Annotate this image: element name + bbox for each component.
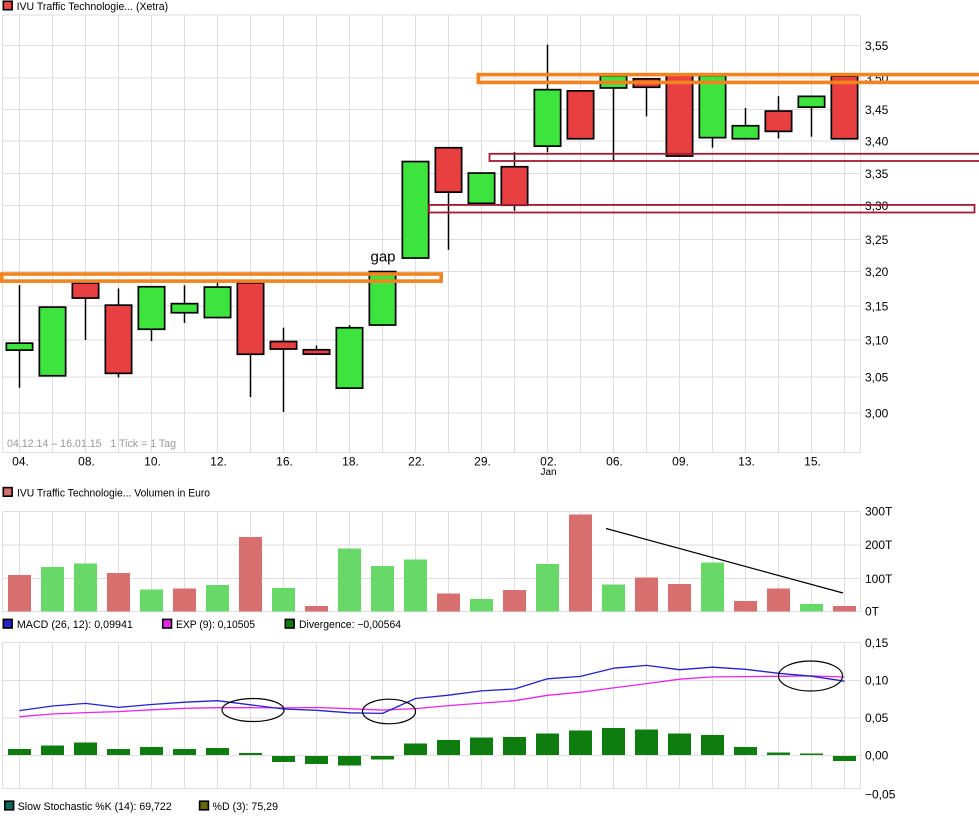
svg-text:300T: 300T xyxy=(865,505,893,519)
svg-text:04.: 04. xyxy=(12,455,29,469)
svg-text:15.: 15. xyxy=(804,455,821,469)
svg-text:29.: 29. xyxy=(474,455,491,469)
svg-text:06.: 06. xyxy=(606,455,623,469)
svg-text:3,35: 3,35 xyxy=(865,167,889,181)
svg-text:3,30: 3,30 xyxy=(865,199,889,213)
svg-text:3,00: 3,00 xyxy=(865,406,889,420)
svg-text:10.: 10. xyxy=(144,455,161,469)
svg-text:13.: 13. xyxy=(738,455,755,469)
svg-text:EXP (9): 0,10505: EXP (9): 0,10505 xyxy=(176,619,255,631)
svg-text:09.: 09. xyxy=(672,455,689,469)
svg-text:MACD (26, 12): 0,09941: MACD (26, 12): 0,09941 xyxy=(17,619,133,631)
svg-text:Divergence: −0,00564: Divergence: −0,00564 xyxy=(299,619,401,631)
svg-text:3,05: 3,05 xyxy=(865,370,889,384)
svg-text:IVU Traffic Technologie... (Xe: IVU Traffic Technologie... (Xetra) xyxy=(17,1,169,13)
svg-text:3,55: 3,55 xyxy=(865,39,889,53)
svg-text:16.: 16. xyxy=(276,455,293,469)
svg-text:0,15: 0,15 xyxy=(865,636,889,650)
svg-text:IVU Traffic Technologie... Vol: IVU Traffic Technologie... Volumen in Eu… xyxy=(17,487,210,499)
svg-text:3,25: 3,25 xyxy=(865,233,889,247)
svg-text:0,10: 0,10 xyxy=(865,674,889,688)
svg-text:12.: 12. xyxy=(210,455,227,469)
svg-text:0T: 0T xyxy=(865,605,880,619)
svg-text:22.: 22. xyxy=(408,455,425,469)
svg-text:3,10: 3,10 xyxy=(865,333,889,347)
svg-text:%D (3): 75,29: %D (3): 75,29 xyxy=(213,801,279,813)
svg-text:08.: 08. xyxy=(78,455,95,469)
svg-text:3,20: 3,20 xyxy=(865,265,889,279)
svg-text:gap: gap xyxy=(371,249,396,266)
svg-text:3,40: 3,40 xyxy=(865,134,889,148)
svg-text:04.12.14 – 16.01.15 1 Tick =: 04.12.14 – 16.01.15 1 Tick = 1 Tag xyxy=(7,438,176,450)
svg-text:−0,05: −0,05 xyxy=(865,787,896,801)
svg-text:100T: 100T xyxy=(865,572,893,586)
svg-text:200T: 200T xyxy=(865,538,893,552)
svg-text:Jan: Jan xyxy=(540,467,556,478)
svg-text:0,00: 0,00 xyxy=(865,749,889,763)
svg-text:18.: 18. xyxy=(342,455,359,469)
svg-text:Slow Stochastic %K (14): 69,72: Slow Stochastic %K (14): 69,722 xyxy=(18,801,172,813)
svg-text:3,45: 3,45 xyxy=(865,103,889,117)
svg-text:3,15: 3,15 xyxy=(865,299,889,313)
svg-text:0,05: 0,05 xyxy=(865,711,889,725)
